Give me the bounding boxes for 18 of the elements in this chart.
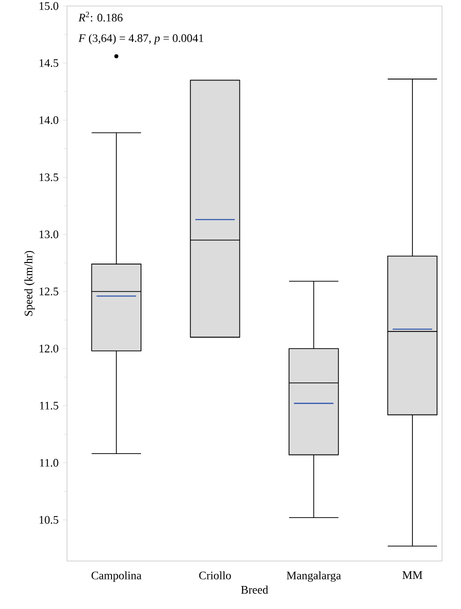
y-tick-label: 13.0 [40, 230, 58, 238]
x-tick-label: Campolina [92, 571, 142, 582]
y-axis-title: Speed (km/hr) [24, 250, 35, 316]
y-tick-label: 10.5 [40, 516, 58, 524]
y-tick-label: 14.0 [40, 116, 58, 124]
x-tick-label: MM [402, 571, 422, 579]
x-axis-title: Breed [241, 586, 268, 594]
y-tick-label: 12.0 [40, 344, 58, 352]
x-tick-label: Mangalarga [286, 571, 341, 582]
y-tick-label: 14.5 [40, 59, 58, 67]
y-tick-label: 15.0 [40, 2, 58, 10]
y-tick-label: 12.5 [40, 288, 58, 296]
y-tick-label: 11.5 [40, 402, 58, 410]
y-tick-label: 11.0 [40, 458, 58, 467]
annotation: R$^{2}$: 0.186 [78, 12, 123, 22]
annotation: F (3,64) = 4.87, p = 0.0041 [78, 34, 204, 44]
x-tick-label: Criollo [199, 571, 231, 580]
y-tick-label: 13.5 [40, 173, 58, 182]
